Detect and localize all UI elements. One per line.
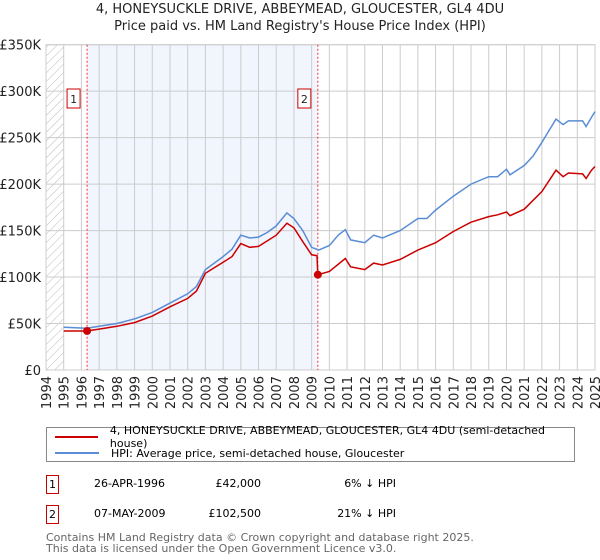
- transaction-marker: 1: [46, 475, 59, 494]
- legend-item-hpi: HPI: Average price, semi-detached house,…: [55, 445, 404, 461]
- x-tick-label: 2005: [235, 376, 250, 409]
- x-tick-label: 2019: [483, 376, 498, 409]
- x-tick-label: 2020: [500, 376, 515, 409]
- x-tick-label: 2000: [146, 376, 161, 409]
- legend: 4, HONEYSUCKLE DRIVE, ABBEYMEAD, GLOUCES…: [46, 424, 575, 462]
- annotation-box: [297, 88, 312, 109]
- x-tick-label: 2007: [270, 376, 285, 409]
- transaction-hpi: 6% ↓ HPI: [344, 477, 396, 490]
- x-tick-label: 2006: [253, 376, 268, 409]
- x-tick-label: 2025: [589, 376, 600, 409]
- x-tick-label: 2013: [376, 376, 391, 409]
- x-tick-label: 2024: [571, 376, 586, 409]
- y-tick-label: £350K: [0, 39, 41, 54]
- legend-label: HPI: Average price, semi-detached house,…: [111, 446, 405, 460]
- x-tick-label: 1996: [75, 376, 90, 409]
- x-tick-label: 2014: [394, 376, 409, 409]
- legend-item-property: 4, HONEYSUCKLE DRIVE, ABBEYMEAD, GLOUCES…: [55, 424, 574, 450]
- x-tick-label: 2023: [554, 376, 569, 409]
- transaction-hpi: 21% ↓ HPI: [337, 507, 396, 520]
- y-tick-label: £250K: [0, 132, 41, 147]
- transaction-marker: 2: [46, 505, 59, 524]
- x-tick-label: 2017: [447, 376, 462, 409]
- x-tick-label: 2003: [199, 376, 214, 409]
- chart-subtitle: Price paid vs. HM Land Registry's House …: [114, 19, 486, 34]
- series-line: [63, 165, 596, 332]
- x-tick-label: 1999: [129, 376, 144, 409]
- transaction-date: 26-APR-1996: [94, 477, 166, 490]
- plot-border: [45, 44, 596, 371]
- annotation-box: [66, 88, 81, 109]
- x-tick-label: 1997: [93, 376, 108, 409]
- plot-area: £0 £50K £100K £150K £200K £250K £300K £350K 1994…: [0, 39, 600, 409]
- x-tick-label: 2004: [217, 376, 232, 409]
- x-tick-label: 2021: [518, 376, 533, 409]
- x-tick-label: 1994: [40, 376, 55, 409]
- legend-label: 4, HONEYSUCKLE DRIVE, ABBEYMEAD, GLOUCES…: [109, 424, 545, 450]
- x-tick-label: 2008: [288, 376, 303, 409]
- x-tick-label: 2012: [359, 376, 374, 409]
- series-line: [63, 111, 596, 329]
- footer-copyright: Contains HM Land Registry data © Crown c…: [46, 531, 474, 544]
- transaction-price: £42,000: [215, 477, 262, 490]
- x-tick-label: 1998: [111, 376, 126, 409]
- x-tick-label: 2022: [536, 376, 551, 409]
- y-tick-label: £100K: [0, 271, 41, 286]
- sale-point-marker: [83, 326, 92, 335]
- x-tick-label: 2011: [341, 376, 356, 409]
- y-tick-label: £0: [24, 364, 41, 379]
- x-tick-label: 2015: [412, 376, 427, 409]
- chart-title: 4, HONEYSUCKLE DRIVE, ABBEYMEAD, GLOUCES…: [95, 2, 505, 17]
- y-tick-label: £300K: [0, 85, 41, 100]
- y-tick-label: £200K: [0, 178, 41, 193]
- y-tick-label: £150K: [0, 225, 41, 240]
- x-tick-label: 2010: [323, 376, 338, 409]
- transaction-date: 07-MAY-2009: [94, 507, 166, 520]
- sale-point-marker: [313, 270, 322, 279]
- legend-swatch-blue: [55, 452, 99, 454]
- transaction-row: 1 26-APR-1996 £42,000 6% ↓ HPI: [46, 475, 446, 495]
- transaction-price: £102,500: [208, 507, 262, 520]
- shaded-ownership-region: [87, 44, 318, 370]
- hatched-region: [46, 44, 64, 370]
- x-tick-label: 2018: [465, 376, 480, 409]
- x-tick-label: 1995: [58, 376, 73, 409]
- x-tick-label: 2001: [164, 376, 179, 409]
- y-tick-label: £50K: [8, 318, 42, 333]
- footer-licence: This data is licensed under the Open Gov…: [46, 542, 397, 555]
- transaction-row: 2 07-MAY-2009 £102,500 21% ↓ HPI: [46, 505, 446, 525]
- x-tick-label: 2016: [430, 376, 445, 409]
- x-tick-label: 2009: [306, 376, 321, 409]
- legend-swatch-red: [55, 436, 98, 438]
- annotation-label: 2: [301, 93, 308, 106]
- annotation-label: 1: [70, 93, 77, 106]
- x-tick-label: 2002: [182, 376, 197, 409]
